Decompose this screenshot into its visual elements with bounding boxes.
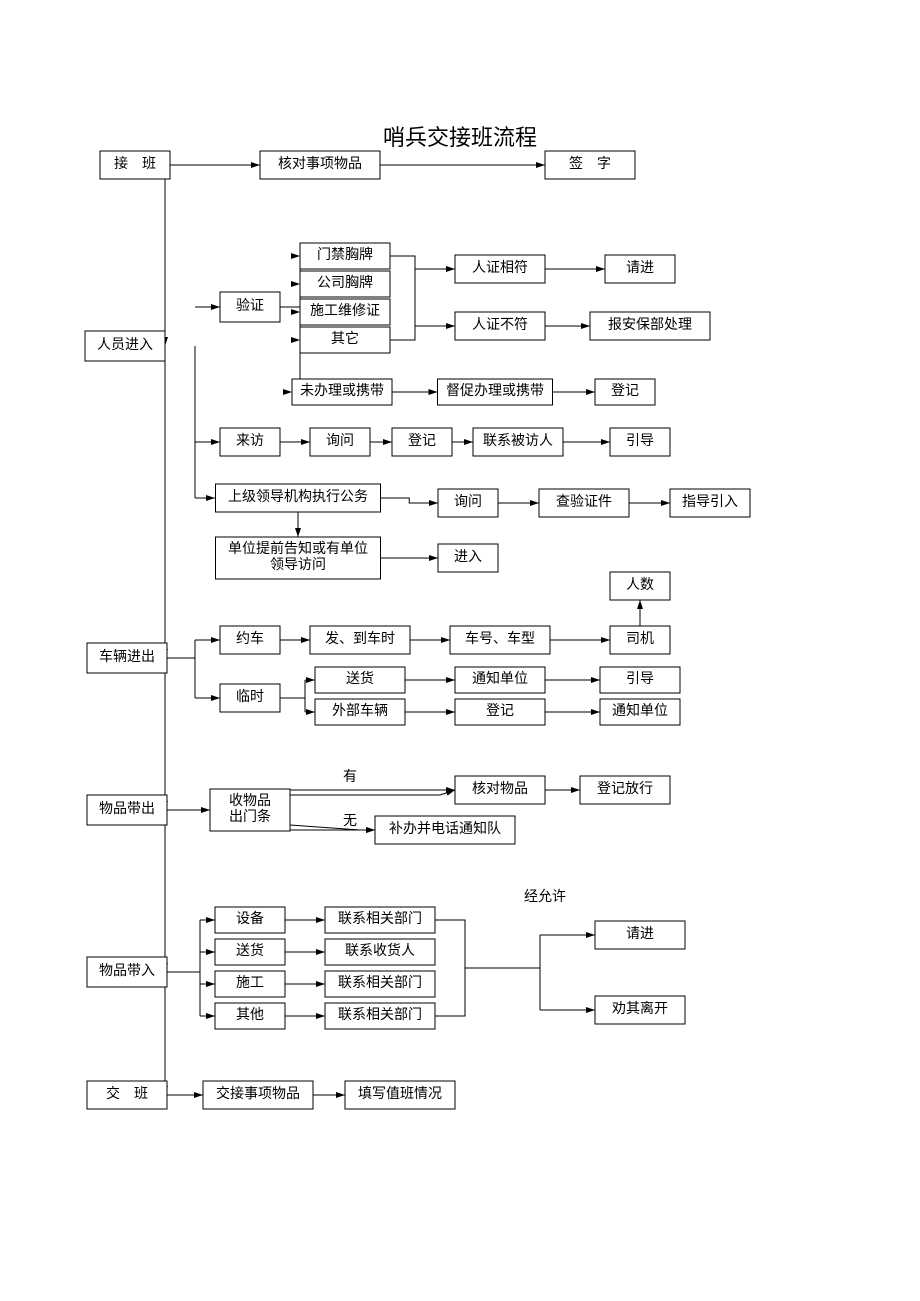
node-label-qqlk: 劝其离开 [612, 1000, 668, 1017]
node-label-gsxp: 公司胸牌 [317, 274, 373, 291]
node-label-jinru: 进入 [454, 549, 482, 565]
node-label-qita2: 其他 [236, 1007, 264, 1023]
edge-label: 经允许 [524, 889, 566, 905]
node-label-shigong: 施工 [236, 975, 264, 991]
node-label-mjxp: 门禁胸牌 [317, 246, 373, 263]
node-label-linshi: 临时 [236, 689, 264, 705]
edge-label: 无 [343, 814, 357, 829]
node-label-lxxg2: 联系相关部门 [338, 975, 422, 991]
node-label-shebei: 设备 [236, 910, 264, 927]
node-label-rzbf: 人证不符 [472, 317, 528, 333]
node-label-laifang: 来访 [236, 433, 264, 449]
node-label-wbl: 未办理或携带 [300, 383, 384, 399]
node-label-jjsxwp: 交接事项物品 [216, 1085, 300, 1102]
node-label-ryjr: 人员进入 [97, 337, 153, 353]
node-label-sjld: 上级领导机构执行公务 [228, 489, 368, 505]
node-label-qingjin2: 请进 [626, 926, 654, 942]
node-label-dengji3: 登记 [486, 703, 514, 719]
node-label-yanzheng: 验证 [236, 298, 264, 314]
node-label-songhuo1: 送货 [346, 670, 374, 687]
chart-title: 哨兵交接班流程 [383, 125, 537, 150]
node-label-babbci: 报安保部处理 [608, 317, 692, 333]
node-label-songhuo2: 送货 [236, 942, 264, 959]
node-label-lxxg1: 联系相关部门 [338, 911, 422, 927]
node-label-xunwen1: 询问 [326, 433, 354, 449]
node-label-qita1: 其它 [331, 330, 359, 347]
node-label-cljc: 车辆进出 [99, 648, 155, 665]
node-label-yueche: 约车 [236, 630, 264, 647]
node-label-cyzj: 查验证件 [556, 494, 612, 510]
node-label-jiaoban: 交 班 [106, 1085, 148, 1102]
node-label-lxxg3: 联系相关部门 [338, 1007, 422, 1023]
node-label-wbcl: 外部车辆 [332, 702, 388, 719]
node-label-dengji2: 登记 [408, 433, 436, 449]
node-label-siji: 司机 [626, 631, 654, 647]
node-label-hdwp: 核对物品 [472, 781, 528, 797]
node-label-swpcmt-1: 出门条 [229, 808, 271, 825]
node-label-tzdw2: 通知单位 [612, 702, 668, 719]
node-label-jieban: 接 班 [114, 155, 156, 172]
node-label-fdcs: 发、到车时 [325, 630, 395, 647]
nodes-layer: 接 班核对事项物品签 字人员进入验证门禁胸牌公司胸牌施工维修证其它未办理或携带人… [85, 151, 750, 1109]
node-label-yindao1: 引导 [626, 433, 654, 449]
node-label-zdyr: 指导引入 [682, 494, 738, 510]
node-label-renshu: 人数 [626, 577, 654, 593]
node-label-rzxf: 人证相符 [472, 260, 528, 276]
node-label-chcx: 车号、车型 [465, 630, 535, 647]
node-label-dwtq-0: 单位提前告知或有单位 [228, 540, 368, 557]
node-label-djfx: 登记放行 [597, 781, 653, 797]
node-label-lxshr: 联系收货人 [345, 942, 415, 959]
node-label-dcbl: 督促办理或携带 [446, 383, 544, 399]
node-label-wpdr: 物品带入 [99, 963, 155, 979]
node-label-dengji1: 登记 [611, 383, 639, 399]
node-label-wpdc: 物品带出 [99, 801, 155, 817]
node-label-bbdh: 补办并电话通知队 [389, 820, 501, 837]
node-label-xunwen2: 询问 [454, 494, 482, 510]
node-label-tzdw1: 通知单位 [472, 670, 528, 687]
node-label-qianzi: 签 字 [569, 155, 611, 172]
node-label-qingjin1: 请进 [626, 260, 654, 276]
node-label-lxbfr: 联系被访人 [483, 433, 553, 449]
node-label-sgwxz: 施工维修证 [310, 303, 380, 319]
node-label-dwtq-1: 领导访问 [270, 557, 326, 573]
node-label-swpcmt-0: 收物品 [229, 793, 271, 809]
node-label-txzbqk: 填写值班情况 [358, 1086, 442, 1102]
edge-label: 有 [343, 769, 357, 785]
node-label-heduiwp: 核对事项物品 [278, 156, 362, 172]
node-label-yindao2: 引导 [626, 671, 654, 687]
flowchart-canvas: 哨兵交接班流程 接 班 核对事项物品 签 字人员进入 验证 门禁胸牌公司胸牌施工维修证其… [0, 0, 920, 1301]
